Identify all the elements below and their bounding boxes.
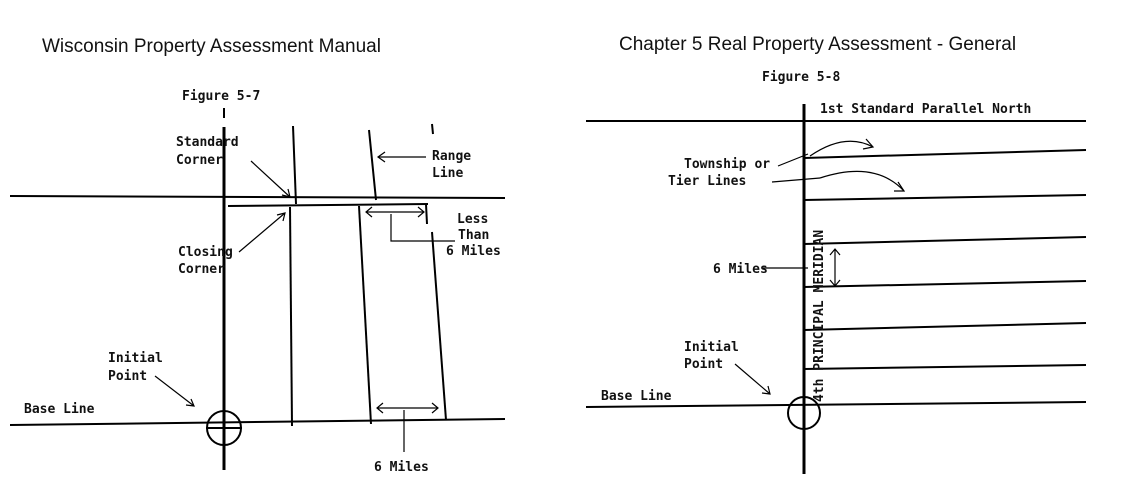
range-line-upper-3 — [431, 123, 434, 135]
figure-5-7-title: Figure 5-7 — [182, 89, 260, 104]
range-line-label-2: Line — [432, 166, 463, 181]
initial-point-label-1: Initial — [108, 351, 163, 366]
initial-point-arrowhead — [185, 398, 195, 407]
figure-5-7: Figure 5-7 Standard Corner Range Line Le… — [9, 89, 506, 475]
township-lines-pointer-2 — [771, 177, 821, 183]
initial-point-pointer — [734, 363, 771, 395]
initial-point-pointer — [154, 375, 195, 407]
closing-corner-arrowhead — [276, 212, 286, 222]
range-line-lower-1 — [289, 206, 293, 427]
less-than-label-2: Than — [458, 228, 489, 243]
meridian-label: 4th PRINCIPAL MERIDIAN — [812, 230, 827, 402]
base-line — [585, 401, 1087, 408]
township-curve-arrow-2 — [819, 170, 905, 192]
standard-corner-pointer — [250, 160, 291, 198]
initial-point-label-1: Initial — [684, 340, 739, 355]
six-miles-arrowhead-left — [376, 402, 384, 414]
standard-corner-label-2: Corner — [176, 153, 223, 168]
base-line-label: Base Line — [601, 389, 672, 404]
township-curve-arrow-1 — [809, 140, 874, 157]
less-than-arrowhead-right — [417, 206, 425, 218]
township-curve-arrowhead-1 — [862, 138, 875, 150]
correction-line — [227, 203, 429, 207]
manual-title: Wisconsin Property Assessment Manual — [42, 36, 381, 57]
six-miles-label: 6 Miles — [713, 262, 768, 277]
six-miles-arrowhead-top — [829, 248, 841, 256]
less-than-leader — [390, 214, 455, 242]
six-miles-label: 6 Miles — [374, 460, 429, 475]
range-line-lower-3 — [431, 231, 447, 421]
initial-point-marker — [787, 396, 821, 430]
standard-parallel-line — [9, 195, 506, 199]
range-line-upper-1 — [292, 125, 297, 205]
figure-5-8-title: Figure 5-8 — [762, 70, 840, 85]
six-miles-arrowhead-right — [431, 402, 439, 414]
standard-corner-label-1: Standard — [176, 135, 239, 150]
range-line-upper-4 — [425, 203, 428, 225]
township-curve-arrowhead-2 — [894, 181, 906, 192]
less-than-label-3: 6 Miles — [446, 244, 501, 259]
chapter-title: Chapter 5 Real Property Assessment - Gen… — [619, 34, 1017, 55]
range-line-upper-2 — [368, 129, 377, 201]
less-than-label-1: Less — [457, 212, 488, 227]
tier-line-3 — [803, 236, 1087, 245]
tier-line-1 — [803, 149, 1087, 159]
six-miles-arrowhead-bottom — [829, 279, 841, 287]
closing-corner-label-1: Closing — [178, 245, 233, 260]
township-lines-label-1: Township or — [684, 157, 770, 172]
township-lines-pointer-1 — [777, 153, 809, 167]
tier-line-6 — [803, 364, 1087, 370]
range-line-lower-2 — [358, 205, 372, 425]
initial-point-label-2: Point — [684, 357, 723, 372]
tier-line-4 — [803, 280, 1087, 288]
base-line-label: Base Line — [24, 402, 95, 417]
initial-point-label-2: Point — [108, 369, 147, 384]
standard-corner-arrowhead — [281, 188, 291, 198]
range-line-arrowhead — [376, 151, 386, 163]
figure-5-8: Figure 5-8 4th PRINCIPAL MERIDIAN 1st St… — [585, 70, 1087, 474]
range-line-label-1: Range — [432, 149, 471, 164]
closing-corner-pointer — [238, 212, 286, 253]
tier-line-2 — [803, 194, 1087, 201]
township-lines-label-2: Tier Lines — [668, 174, 746, 189]
base-line — [9, 418, 506, 426]
closing-corner-label-2: Corner — [178, 262, 225, 277]
initial-point-arrowhead — [761, 385, 771, 395]
tier-line-5 — [803, 322, 1087, 331]
standard-parallel-label: 1st Standard Parallel North — [820, 102, 1031, 117]
less-than-arrowhead-left — [365, 206, 373, 218]
